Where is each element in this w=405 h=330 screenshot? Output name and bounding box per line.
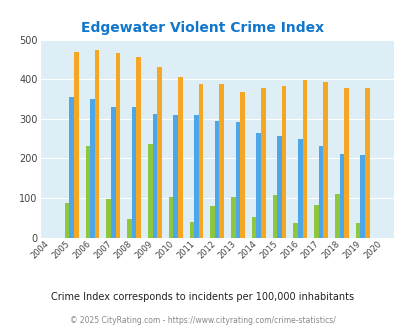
Text: © 2025 CityRating.com - https://www.cityrating.com/crime-statistics/: © 2025 CityRating.com - https://www.city… [70,315,335,325]
Bar [343,87,348,238]
Bar [132,107,136,238]
Bar [198,84,203,238]
Bar [106,199,111,238]
Bar [277,136,281,238]
Bar [90,99,95,238]
Bar [240,92,244,238]
Bar [210,206,214,238]
Bar [194,115,198,238]
Bar [313,205,318,238]
Bar [323,82,327,238]
Text: Crime Index corresponds to incidents per 100,000 inhabitants: Crime Index corresponds to incidents per… [51,292,354,302]
Bar [74,52,79,238]
Bar [85,146,90,238]
Bar [302,81,307,238]
Bar [235,122,240,238]
Legend: Edgewater, New Jersey, National: Edgewater, New Jersey, National [79,326,354,330]
Bar [95,50,99,238]
Bar [189,222,194,238]
Bar [173,115,177,238]
Bar [281,86,286,238]
Bar [272,195,277,238]
Bar [360,155,364,238]
Bar [152,114,157,238]
Bar [177,77,182,238]
Bar [148,144,152,238]
Bar [293,223,297,238]
Bar [111,107,115,238]
Bar [136,57,141,238]
Bar [127,219,132,238]
Bar [297,139,302,238]
Bar [251,216,256,238]
Bar [256,133,260,238]
Bar [230,197,235,238]
Bar [115,53,120,238]
Bar [168,197,173,238]
Bar [69,97,74,238]
Bar [355,223,360,238]
Bar [214,121,219,238]
Bar [339,154,343,238]
Bar [157,67,161,238]
Bar [318,146,323,238]
Bar [260,88,265,238]
Bar [364,87,369,238]
Bar [219,84,224,238]
Text: Edgewater Violent Crime Index: Edgewater Violent Crime Index [81,21,324,35]
Bar [65,203,69,238]
Bar [334,194,339,238]
